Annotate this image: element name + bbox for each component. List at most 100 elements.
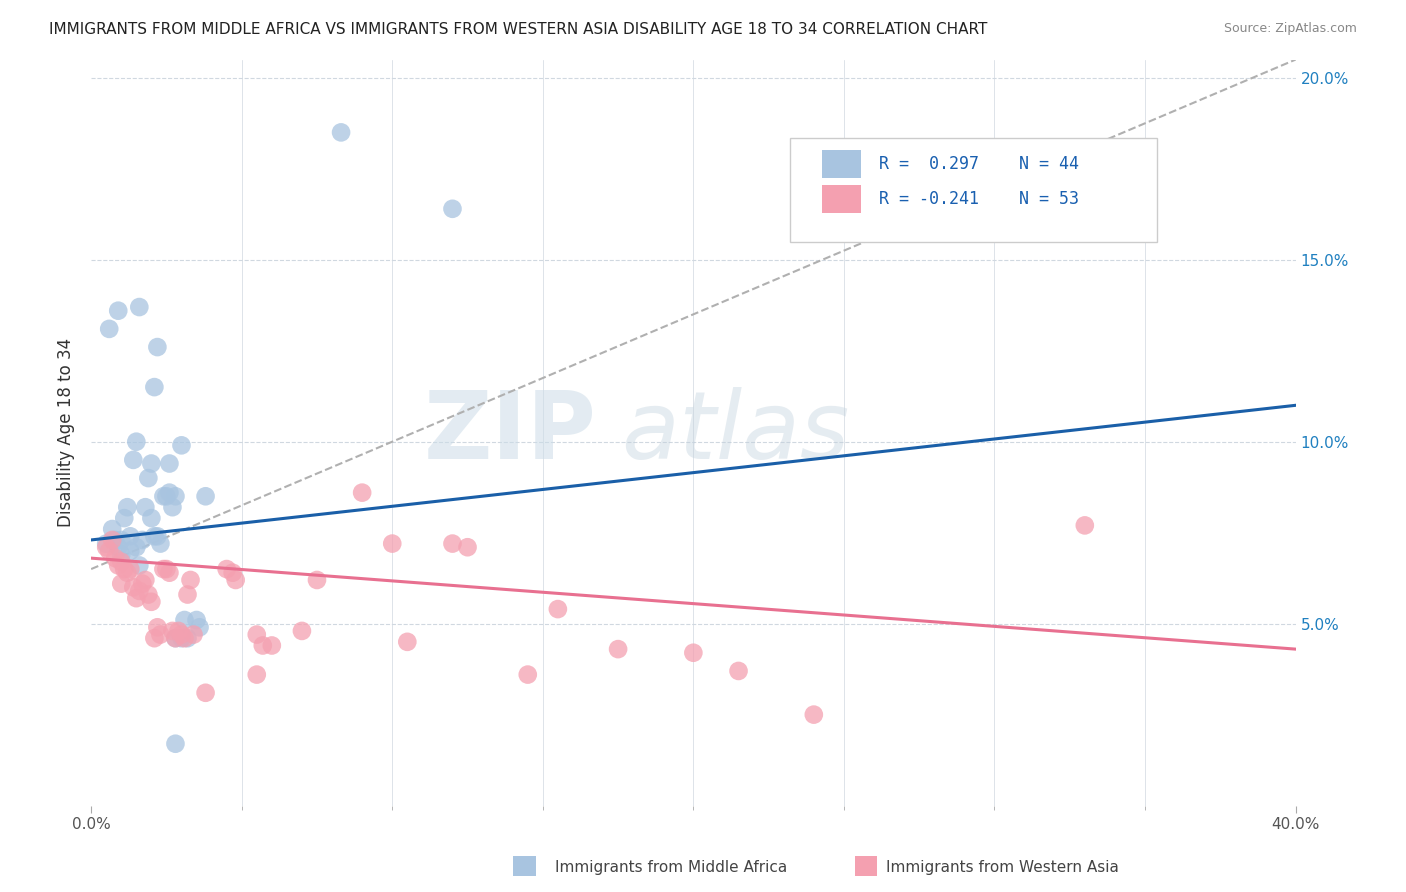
Point (155, 489, 177, 503)
Point (516, 667, 538, 681)
Point (188, 620, 211, 634)
Point (125, 434, 148, 449)
Point (173, 613, 195, 627)
Point (110, 548, 132, 562)
Point (120, 529, 142, 543)
Point (141, 595, 163, 609)
Point (138, 471, 160, 485)
Point (152, 489, 174, 503)
FancyBboxPatch shape (823, 150, 860, 178)
FancyBboxPatch shape (790, 138, 1157, 243)
Point (141, 511, 163, 525)
Point (122, 580, 145, 594)
Point (252, 639, 274, 653)
Point (128, 558, 150, 573)
Text: Source: ZipAtlas.com: Source: ZipAtlas.com (1223, 22, 1357, 36)
Point (165, 489, 187, 503)
Point (96, 536, 118, 550)
Y-axis label: Disability Age 18 to 34: Disability Age 18 to 34 (58, 338, 75, 527)
Point (143, 380, 166, 394)
Point (170, 631, 193, 645)
Point (98, 322, 121, 336)
Point (128, 583, 150, 598)
Point (159, 566, 181, 580)
Text: atlas: atlas (621, 387, 849, 478)
Point (330, 125, 353, 139)
Point (159, 485, 181, 500)
Point (125, 540, 148, 554)
Text: R =  0.297    N = 44: R = 0.297 N = 44 (879, 155, 1078, 173)
Point (165, 631, 187, 645)
Point (1074, 518, 1097, 533)
Point (159, 457, 181, 471)
Point (107, 558, 129, 573)
Point (607, 642, 630, 657)
Point (125, 591, 148, 606)
Point (117, 500, 139, 515)
Point (167, 624, 190, 638)
Point (194, 489, 217, 503)
Point (183, 627, 205, 641)
Point (138, 588, 160, 602)
Point (101, 522, 124, 536)
Point (162, 500, 184, 515)
Point (246, 667, 269, 681)
FancyBboxPatch shape (823, 185, 860, 213)
Point (162, 624, 184, 638)
Point (803, 707, 825, 722)
Point (112, 562, 135, 576)
Point (727, 664, 749, 678)
Point (101, 533, 124, 547)
Point (180, 573, 202, 587)
Point (131, 533, 153, 547)
Point (291, 624, 314, 638)
Point (176, 631, 198, 645)
Point (98, 544, 121, 558)
Point (457, 540, 479, 554)
Point (165, 737, 187, 751)
Point (547, 602, 569, 616)
Point (120, 562, 142, 576)
Point (104, 551, 127, 566)
Point (146, 529, 169, 543)
Point (381, 536, 404, 550)
Point (305, 573, 328, 587)
Point (134, 500, 156, 515)
Point (146, 620, 169, 634)
Point (260, 639, 283, 653)
Point (141, 457, 163, 471)
Point (352, 485, 374, 500)
Point (96, 540, 118, 554)
Point (155, 562, 177, 576)
Point (120, 544, 142, 558)
Point (225, 573, 247, 587)
Point (215, 562, 238, 576)
Text: ZIP: ZIP (425, 386, 598, 479)
Text: Immigrants from Middle Africa: Immigrants from Middle Africa (555, 860, 787, 874)
Point (107, 540, 129, 554)
Text: IMMIGRANTS FROM MIDDLE AFRICA VS IMMIGRANTS FROM WESTERN ASIA DISABILITY AGE 18 : IMMIGRANTS FROM MIDDLE AFRICA VS IMMIGRA… (49, 22, 987, 37)
Point (176, 588, 198, 602)
Point (152, 562, 174, 576)
Point (170, 438, 193, 452)
Point (110, 533, 132, 547)
Point (143, 631, 166, 645)
Point (134, 573, 156, 587)
Point (441, 202, 464, 216)
Point (110, 576, 132, 591)
Point (117, 566, 139, 580)
Point (682, 646, 704, 660)
Point (165, 631, 187, 645)
Point (131, 576, 153, 591)
Point (246, 627, 269, 641)
Point (194, 686, 217, 700)
Text: Immigrants from Western Asia: Immigrants from Western Asia (886, 860, 1119, 874)
Point (122, 453, 145, 467)
Point (173, 631, 195, 645)
Point (170, 627, 193, 641)
Point (146, 340, 169, 354)
Point (104, 533, 127, 547)
Point (110, 555, 132, 569)
Point (107, 303, 129, 318)
Point (128, 300, 150, 314)
